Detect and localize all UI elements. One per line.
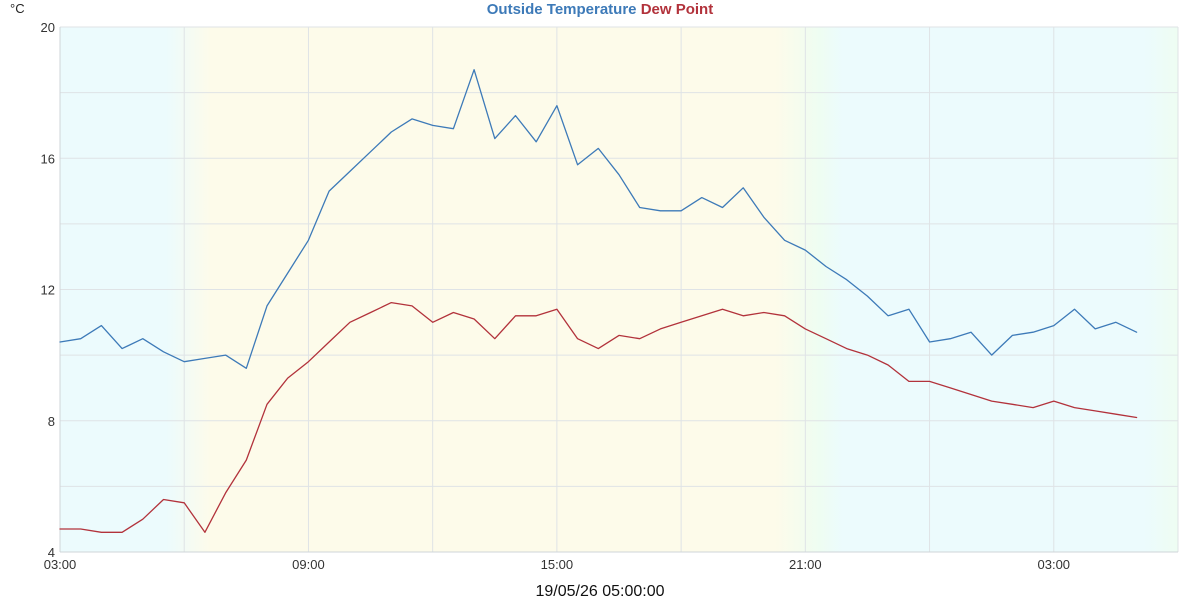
y-axis-unit: °C <box>10 1 25 16</box>
x-tick-label: 21:00 <box>789 557 822 572</box>
series-line-dew-point[interactable] <box>59 301 1138 533</box>
chart-footer-timestamp: 19/05/26 05:00:00 <box>535 583 665 600</box>
x-tick-label: 03:00 <box>44 557 77 572</box>
y-tick-label: 8 <box>48 414 55 429</box>
y-tick-label: 4 <box>48 545 55 560</box>
chart-title: Outside Temperature Dew Point <box>0 1 1200 18</box>
series-line-outside-temperature[interactable] <box>59 69 1138 369</box>
y-tick-label: 20 <box>41 20 55 35</box>
x-tick-label: 09:00 <box>292 557 325 572</box>
y-tick-label: 12 <box>41 283 55 298</box>
legend-outside-temperature[interactable]: Outside Temperature <box>486 1 637 18</box>
x-tick-label: 15:00 <box>541 557 574 572</box>
legend-dew-point[interactable]: Dew Point <box>640 1 714 18</box>
y-tick-label: 16 <box>41 151 55 166</box>
x-tick-label: 03:00 <box>1038 557 1071 572</box>
